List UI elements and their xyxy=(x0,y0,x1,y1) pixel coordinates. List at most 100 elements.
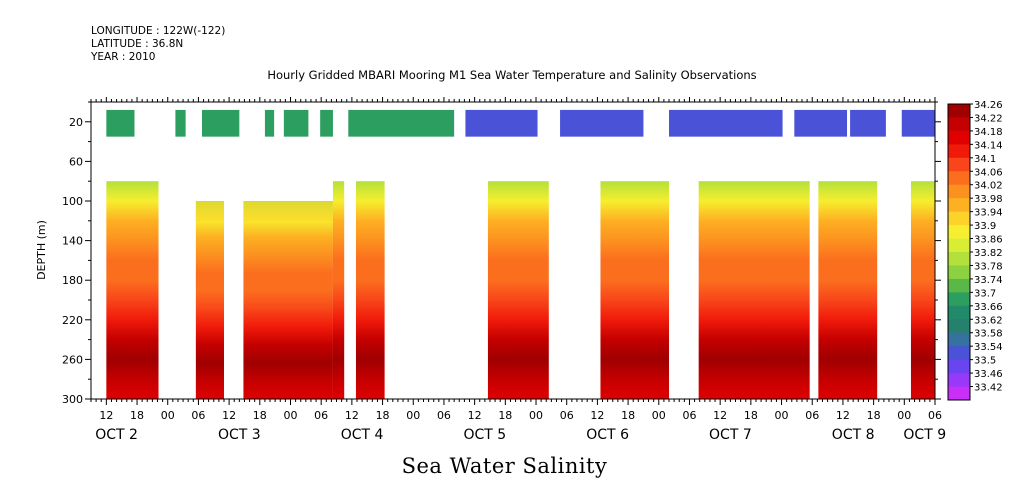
x-hour-label: 00 xyxy=(529,409,543,422)
colorbar-label: 33.82 xyxy=(974,248,1003,259)
colorbar-label: 33.5 xyxy=(974,356,996,367)
x-hour-label: 12 xyxy=(345,409,359,422)
y-axis-label: DEPTH (m) xyxy=(35,220,48,280)
colorbar-label: 33.62 xyxy=(974,315,1003,326)
colorbar-label: 34.02 xyxy=(974,181,1003,192)
chart-subtitle: Sea Water Salinity xyxy=(401,454,608,478)
x-hour-label: 06 xyxy=(191,409,205,422)
x-hour-label: 12 xyxy=(590,409,604,422)
x-axis: 12 18 00 06 12 18 00 06 12 18 00 06 12 18 00 06 12 18 00 06… xyxy=(95,409,946,443)
x-hour-label: 06 xyxy=(805,409,819,422)
surface-missing-gap xyxy=(185,108,202,138)
x-hour-label: 18 xyxy=(376,409,390,422)
longitude-label: LONGITUDE : 122W(-122) xyxy=(91,25,226,37)
surface-missing-gap xyxy=(643,108,670,138)
colorbar-swatch xyxy=(948,104,970,118)
colorbar-label: 33.78 xyxy=(974,261,1003,272)
colorbar-swatch xyxy=(948,346,970,361)
colorbar-swatch xyxy=(948,211,970,226)
surface-missing-gap xyxy=(274,108,284,138)
x-hour-label: 18 xyxy=(867,409,881,422)
x-hour-label: 00 xyxy=(775,409,789,422)
colorbar-label: 33.46 xyxy=(974,369,1003,380)
x-hour-label: 18 xyxy=(498,409,512,422)
x-hour-label: 18 xyxy=(130,409,144,422)
surface-missing-gap xyxy=(332,108,349,138)
axis-ticks xyxy=(90,97,936,405)
x-hour-label: 06 xyxy=(437,409,451,422)
y-tick-label: 260 xyxy=(62,353,83,366)
colorbar-swatch xyxy=(948,157,970,172)
colorbar-label: 34.1 xyxy=(974,154,996,165)
x-day-label: OCT 8 xyxy=(832,427,875,443)
year-label: YEAR : 2010 xyxy=(91,51,156,63)
x-hour-label: 18 xyxy=(744,409,758,422)
surface-missing-gap xyxy=(134,108,176,138)
colorbar-label: 33.66 xyxy=(974,302,1003,313)
x-hour-label: 00 xyxy=(283,409,297,422)
deep-data-block xyxy=(910,181,935,399)
y-tick-label: 180 xyxy=(62,274,83,287)
deep-data-block xyxy=(106,181,159,399)
deep-data-block xyxy=(487,181,549,399)
colorbar-label: 33.86 xyxy=(974,235,1003,246)
colorbar-label: 33.54 xyxy=(974,342,1003,353)
deep-data-block xyxy=(355,181,385,399)
colorbar-label: 33.58 xyxy=(974,329,1003,340)
x-day-label: OCT 2 xyxy=(95,427,138,443)
colorbar-swatch xyxy=(948,292,970,307)
colorbar-label: 33.7 xyxy=(974,288,996,299)
colorbar-swatch xyxy=(948,319,970,334)
colorbar-swatch xyxy=(948,144,970,159)
colorbar-swatch xyxy=(948,225,970,240)
colorbar-label: 34.26 xyxy=(974,100,1003,111)
surface-missing-gap xyxy=(239,108,265,138)
x-day-label: OCT 9 xyxy=(903,427,946,443)
colorbar-swatch xyxy=(948,265,970,280)
colorbar-swatch xyxy=(948,238,970,253)
deep-block-top xyxy=(243,201,333,221)
colorbar-swatch xyxy=(948,130,970,145)
y-tick-label: 300 xyxy=(62,393,83,406)
colorbar-label: 33.42 xyxy=(974,383,1003,394)
colorbar-label: 33.9 xyxy=(974,221,996,232)
plot-area xyxy=(106,108,935,399)
chart-title: Hourly Gridded MBARI Mooring M1 Sea Wate… xyxy=(267,68,757,82)
y-tick-label: 220 xyxy=(62,314,83,327)
colorbar-swatch xyxy=(948,278,970,293)
colorbar-label: 34.06 xyxy=(974,167,1003,178)
deep-block-top xyxy=(195,201,224,221)
x-hour-label: 00 xyxy=(652,409,666,422)
surface-missing-gap xyxy=(847,108,851,138)
x-hour-label: 12 xyxy=(222,409,236,422)
colorbar: 34.26 34.22 34.18 34.14 34.1 34.06 34.02 33.98 3… xyxy=(947,100,1003,401)
colorbar-label: 34.14 xyxy=(974,140,1003,151)
surface-missing-gap xyxy=(537,108,561,138)
deep-data-block xyxy=(600,181,670,399)
colorbar-label: 33.94 xyxy=(974,208,1003,219)
colorbar-swatch xyxy=(948,117,970,132)
x-day-label: OCT 6 xyxy=(586,427,629,443)
x-hour-label: 12 xyxy=(99,409,113,422)
latitude-label: LATITUDE : 36.8N xyxy=(91,38,184,50)
y-tick-label: 20 xyxy=(69,116,83,129)
surface-missing-gap xyxy=(308,108,321,138)
colorbar-label: 34.18 xyxy=(974,127,1003,138)
colorbar-swatch xyxy=(948,184,970,199)
colorbar-swatch xyxy=(948,171,970,186)
x-day-label: OCT 4 xyxy=(341,427,384,443)
x-hour-label: 00 xyxy=(897,409,911,422)
x-hour-label: 06 xyxy=(314,409,328,422)
colorbar-swatch xyxy=(948,332,970,347)
x-hour-label: 18 xyxy=(253,409,267,422)
y-tick-label: 60 xyxy=(69,155,83,168)
x-hour-label: 06 xyxy=(682,409,696,422)
y-tick-label: 100 xyxy=(62,195,83,208)
x-day-label: OCT 5 xyxy=(464,427,507,443)
x-hour-label: 00 xyxy=(406,409,420,422)
colorbar-label: 33.74 xyxy=(974,275,1003,286)
deep-data-block xyxy=(698,181,810,399)
x-day-label: OCT 7 xyxy=(709,427,752,443)
deep-data-block xyxy=(818,181,878,399)
surface-layer-after xyxy=(454,109,935,137)
